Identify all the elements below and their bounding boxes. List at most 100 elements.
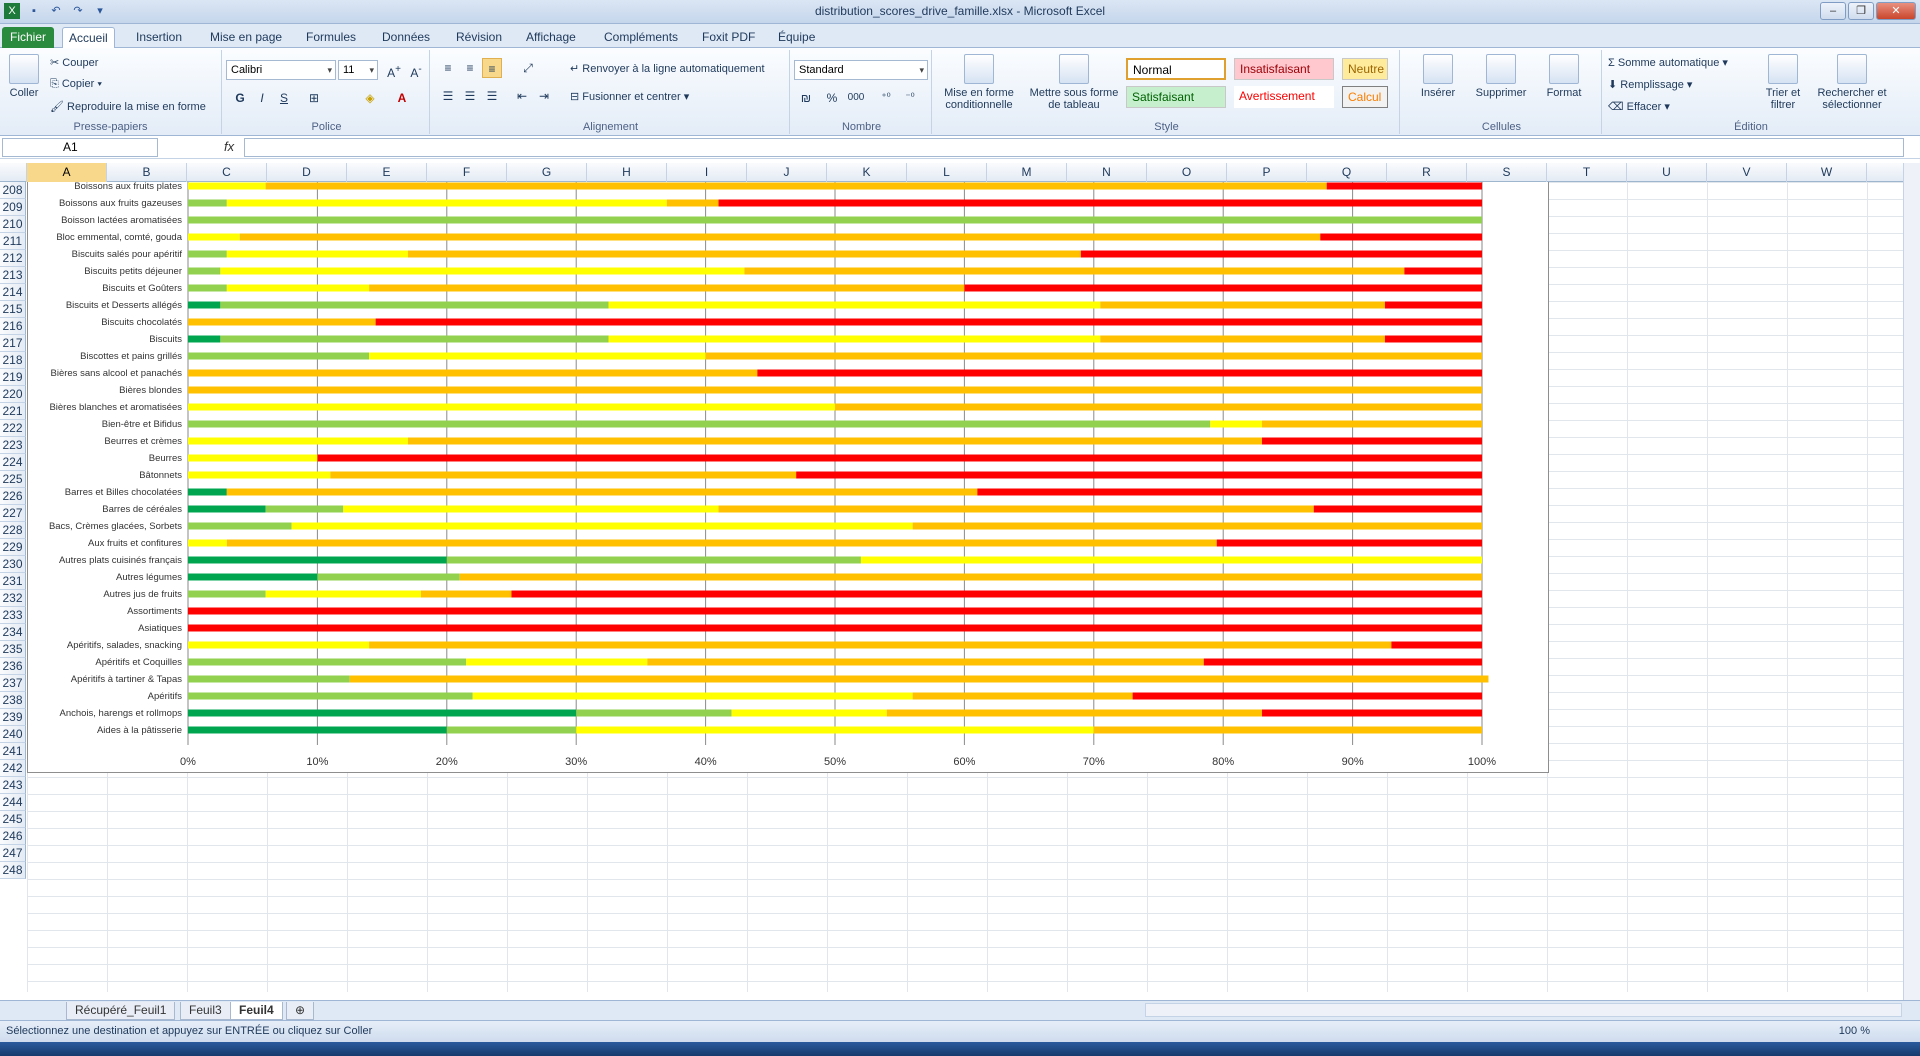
font-size-dropdown[interactable]: 11 xyxy=(338,60,378,80)
column-header-t[interactable]: T xyxy=(1547,163,1627,182)
horizontal-scrollbar[interactable] xyxy=(1145,1003,1902,1017)
merge-center-button[interactable]: ⊟ Fusionner et centrer ▾ xyxy=(570,91,690,103)
row-header[interactable]: 226 xyxy=(0,488,26,505)
column-header-k[interactable]: K xyxy=(827,163,907,182)
row-header[interactable]: 217 xyxy=(0,335,26,352)
conditional-formatting-button[interactable]: Mise en forme conditionnelle xyxy=(936,54,1022,111)
row-header[interactable]: 242 xyxy=(0,760,26,777)
row-header[interactable]: 230 xyxy=(0,556,26,573)
column-header-i[interactable]: I xyxy=(667,163,747,182)
paste-button[interactable]: Coller xyxy=(6,54,42,99)
column-header-w[interactable]: W xyxy=(1787,163,1867,182)
find-select-button[interactable]: Rechercher et sélectionner xyxy=(1810,54,1894,111)
wrap-text-button[interactable]: ↵ Renvoyer à la ligne automatiquement xyxy=(570,63,765,75)
column-header-p[interactable]: P xyxy=(1227,163,1307,182)
currency-icon[interactable]: ₪ xyxy=(800,91,812,105)
save-icon[interactable]: ▪ xyxy=(32,5,36,17)
row-header[interactable]: 238 xyxy=(0,692,26,709)
fill-color-icon[interactable]: ◈ xyxy=(365,91,375,105)
row-header[interactable]: 224 xyxy=(0,454,26,471)
align-left-icon[interactable]: ☰ xyxy=(442,89,454,103)
redo-icon[interactable]: ↷ xyxy=(73,5,83,17)
row-header[interactable]: 221 xyxy=(0,403,26,420)
column-header-g[interactable]: G xyxy=(507,163,587,182)
minimize-button[interactable]: – xyxy=(1820,2,1846,20)
column-header-m[interactable]: M xyxy=(987,163,1067,182)
row-header[interactable]: 219 xyxy=(0,369,26,386)
row-header[interactable]: 235 xyxy=(0,641,26,658)
sheet-tab-feuil3[interactable]: Feuil3 xyxy=(180,1002,231,1020)
row-header[interactable]: 239 xyxy=(0,709,26,726)
percent-button[interactable]: % xyxy=(826,91,838,105)
style-warning[interactable]: Avertissement xyxy=(1234,86,1334,108)
delete-cells-button[interactable]: Supprimer xyxy=(1468,54,1534,99)
restore-button[interactable]: ❐ xyxy=(1848,2,1874,20)
column-header-c[interactable]: C xyxy=(187,163,267,182)
tab-formulas[interactable]: Formules xyxy=(306,30,357,44)
bold-button[interactable]: G xyxy=(235,91,245,105)
style-neutral[interactable]: Neutre xyxy=(1342,58,1388,80)
row-header[interactable]: 236 xyxy=(0,658,26,675)
row-header[interactable]: 214 xyxy=(0,284,26,301)
column-header-q[interactable]: Q xyxy=(1307,163,1387,182)
row-header[interactable]: 227 xyxy=(0,505,26,522)
decrease-indent-icon[interactable]: ⇤ xyxy=(516,89,528,103)
autosum-button[interactable]: Σ Somme automatique ▾ xyxy=(1608,57,1728,69)
tab-data[interactable]: Données xyxy=(382,30,431,44)
undo-icon[interactable]: ↶ xyxy=(51,5,61,17)
row-header[interactable]: 213 xyxy=(0,267,26,284)
align-top-icon[interactable]: ≡ xyxy=(444,61,452,75)
row-header[interactable]: 218 xyxy=(0,352,26,369)
row-header[interactable]: 212 xyxy=(0,250,26,267)
sheet-tab-feuil4[interactable]: Feuil4 xyxy=(230,1002,283,1020)
style-calc[interactable]: Calcul xyxy=(1342,86,1388,108)
column-header-e[interactable]: E xyxy=(347,163,427,182)
number-format-dropdown[interactable]: Standard xyxy=(794,60,928,80)
select-all-corner[interactable] xyxy=(0,163,27,182)
style-good[interactable]: Satisfaisant xyxy=(1126,86,1226,108)
tab-page-layout[interactable]: Mise en page xyxy=(210,30,283,44)
format-as-table-button[interactable]: Mettre sous forme de tableau xyxy=(1026,54,1122,111)
row-header[interactable]: 228 xyxy=(0,522,26,539)
row-header[interactable]: 229 xyxy=(0,539,26,556)
sort-filter-button[interactable]: Trier et filtrer xyxy=(1758,54,1808,111)
align-center-icon[interactable]: ☰ xyxy=(464,89,476,103)
font-color-icon[interactable]: A xyxy=(397,91,407,105)
tab-view[interactable]: Affichage xyxy=(526,30,576,44)
row-header[interactable]: 220 xyxy=(0,386,26,403)
row-header[interactable]: 231 xyxy=(0,573,26,590)
tab-addins[interactable]: Compléments xyxy=(604,30,679,44)
row-header[interactable]: 232 xyxy=(0,590,26,607)
increase-decimal-icon[interactable]: ⁺⁰ xyxy=(881,92,891,103)
column-header-j[interactable]: J xyxy=(747,163,827,182)
insert-cells-button[interactable]: Insérer xyxy=(1410,54,1466,99)
row-header[interactable]: 241 xyxy=(0,743,26,760)
clear-button[interactable]: ⌫ Effacer ▾ xyxy=(1608,101,1670,113)
insert-sheet-icon[interactable]: ⊕ xyxy=(286,1002,315,1020)
style-normal[interactable]: Normal xyxy=(1126,58,1226,80)
row-header[interactable]: 243 xyxy=(0,777,26,794)
font-name-dropdown[interactable]: Calibri xyxy=(226,60,336,80)
row-header[interactable]: 244 xyxy=(0,794,26,811)
grow-font-button[interactable]: A+ xyxy=(387,64,401,80)
format-cells-button[interactable]: Format xyxy=(1536,54,1592,99)
column-header-a[interactable]: A xyxy=(27,163,107,182)
customize-qat-icon[interactable]: ▾ xyxy=(97,5,103,17)
column-header-s[interactable]: S xyxy=(1467,163,1547,182)
row-header[interactable]: 223 xyxy=(0,437,26,454)
row-header[interactable]: 233 xyxy=(0,607,26,624)
underline-button[interactable]: S xyxy=(279,91,288,105)
column-header-v[interactable]: V xyxy=(1707,163,1787,182)
tab-insert[interactable]: Insertion xyxy=(136,30,183,44)
fill-button[interactable]: ⬇ Remplissage ▾ xyxy=(1608,79,1693,91)
tab-home[interactable]: Accueil xyxy=(62,27,115,48)
row-header[interactable]: 245 xyxy=(0,811,26,828)
sheet-tab-recupere[interactable]: Récupéré_Feuil1 xyxy=(66,1002,176,1020)
column-header-r[interactable]: R xyxy=(1387,163,1467,182)
align-right-icon[interactable]: ☰ xyxy=(486,89,498,103)
row-header[interactable]: 210 xyxy=(0,216,26,233)
row-header[interactable]: 246 xyxy=(0,828,26,845)
thousands-button[interactable]: 000 xyxy=(847,92,865,103)
format-painter-button[interactable]: 🖌 Reproduire la mise en forme xyxy=(50,101,206,113)
row-header[interactable]: 248 xyxy=(0,862,26,879)
